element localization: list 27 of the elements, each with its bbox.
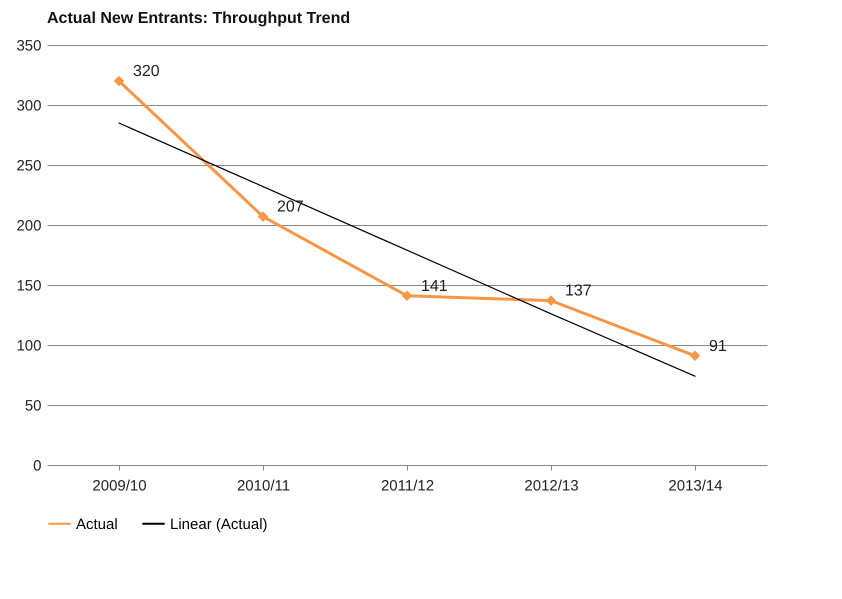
- data-label: 141: [421, 278, 448, 295]
- point: [114, 76, 124, 86]
- legend-label: Linear (Actual): [170, 516, 268, 533]
- point: [690, 350, 700, 362]
- point: [402, 290, 412, 302]
- y-tick-label: 350: [16, 38, 42, 54]
- data-label: 320: [133, 63, 160, 80]
- y-tick-label: 200: [16, 218, 42, 234]
- x-tick-label: 2009/10: [92, 478, 147, 494]
- x-tick-label: 2012/13: [524, 478, 579, 494]
- data-label: 137: [565, 282, 592, 300]
- x-tick-label: 2013/14: [668, 478, 723, 494]
- x-tick-label: 2011/12: [380, 478, 434, 494]
- point: [546, 295, 556, 306]
- y-tick-label: 150: [16, 278, 42, 294]
- y-tick-label: 100: [16, 338, 42, 354]
- chart-title: Actual New Entrants: Throughput Trend: [47, 10, 350, 27]
- point: [258, 211, 268, 222]
- y-tick-label: 250: [16, 158, 42, 174]
- x-tick-label: 2010/11: [236, 478, 290, 494]
- data-label: 91: [709, 338, 727, 355]
- y-tick-label: 50: [24, 398, 42, 414]
- legend-label: Actual: [76, 516, 118, 533]
- y-tick-label: 0: [33, 458, 42, 474]
- y-tick-label: 300: [16, 98, 42, 114]
- data-label: 207: [277, 198, 304, 216]
- line-series: [118, 122, 696, 377]
